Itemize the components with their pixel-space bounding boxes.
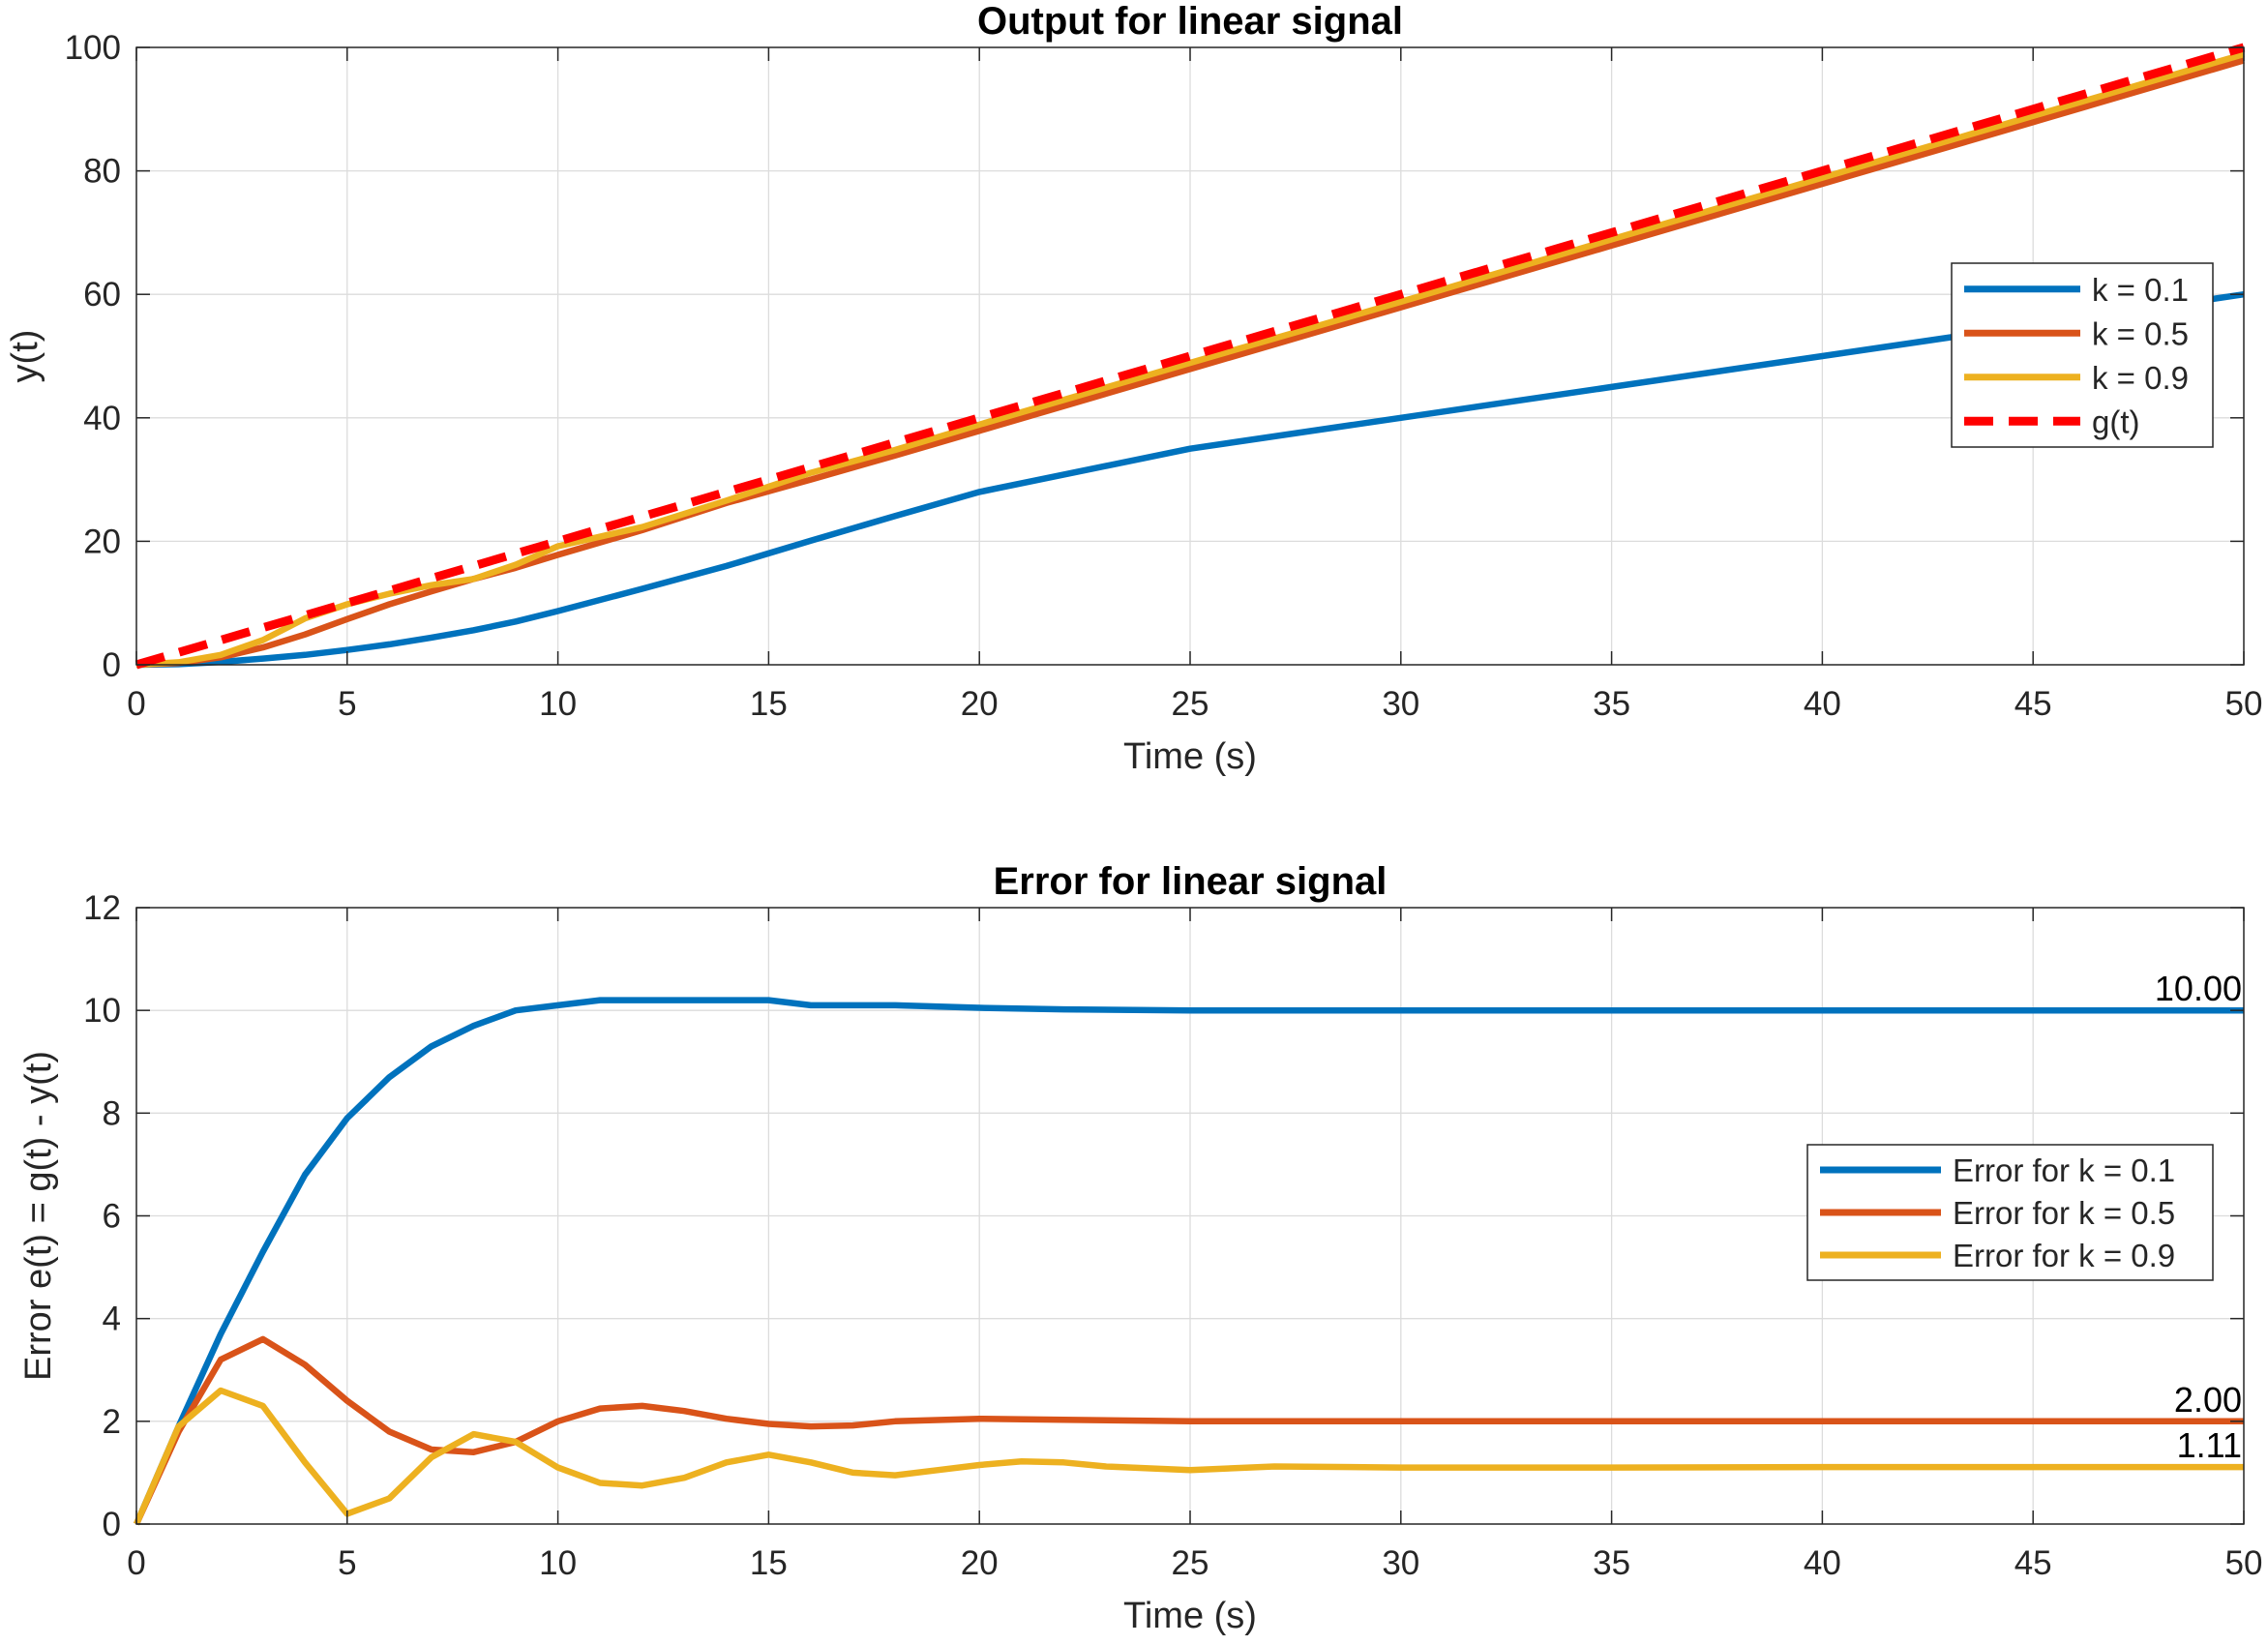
x-tick-label: 15: [750, 685, 788, 723]
y-tick-label: 8: [103, 1094, 121, 1132]
legend: k = 0.1 k = 0.5 k = 0.9 g(t): [1951, 262, 2214, 448]
y-axis-label: y(t): [5, 330, 45, 383]
y-tick-label: 80: [83, 153, 121, 191]
legend-label-1: Error for k = 0.1: [1953, 1152, 2175, 1188]
y-tick-label: 0: [103, 646, 121, 684]
x-tick-label: 40: [1804, 1544, 1841, 1582]
end-value-label: 10.00: [2155, 969, 2242, 1008]
x-tick-label: 25: [1172, 685, 1209, 723]
tick-marks: [135, 907, 2245, 1525]
y-tick-label: 2: [103, 1403, 121, 1441]
x-tick-label: 20: [961, 685, 999, 723]
x-tick-label: 45: [2014, 685, 2052, 723]
x-tick-label: 20: [961, 1544, 999, 1582]
series-line-4: [134, 43, 2246, 670]
x-axis-label: Time (s): [1123, 1596, 1257, 1636]
legend-label-1: k = 0.1: [2092, 272, 2189, 308]
grid: [136, 47, 2244, 665]
x-tick-label: 0: [127, 685, 145, 723]
series-line-2: [134, 1335, 2244, 1526]
x-axis-label: Time (s): [1123, 736, 1257, 777]
x-tick-label: 10: [539, 685, 577, 723]
x-tick-label: 35: [1593, 1544, 1630, 1582]
x-tick-label: 35: [1593, 685, 1630, 723]
legend-label-4: g(t): [2092, 404, 2140, 439]
y-tick-label: 10: [83, 992, 121, 1030]
y-tick-label: 12: [83, 889, 121, 927]
x-tick-label: 45: [2014, 1544, 2052, 1582]
series-line-1: [134, 997, 2244, 1526]
x-tick-label: 30: [1382, 1544, 1419, 1582]
y-tick-label: 6: [103, 1198, 121, 1236]
legend-label-3: k = 0.9: [2092, 360, 2189, 396]
legend-label-2: Error for k = 0.5: [1953, 1195, 2175, 1231]
y-tick-label: 40: [83, 400, 121, 437]
x-tick-label: 0: [127, 1544, 145, 1582]
y-tick-label: 60: [83, 276, 121, 314]
x-tick-label: 10: [539, 1544, 577, 1582]
end-value-label: 2.00: [2174, 1380, 2242, 1420]
x-tick-label: 5: [338, 1544, 356, 1582]
end-value-label: 1.11: [2177, 1425, 2242, 1465]
chart-panel-2: 0 5 10 15 20 25 30 35 40 45 50 0 2 4 6 8 10 12 Error for l…: [18, 860, 2262, 1636]
x-tick-label: 40: [1804, 685, 1841, 723]
x-tick-label: 25: [1172, 1544, 1209, 1582]
y-tick-label: 0: [103, 1506, 121, 1543]
x-tick-label: 30: [1382, 685, 1419, 723]
legend-box: [1951, 262, 2214, 448]
chart-panel-1: 0 5 10 15 20 25 30 35 40 45 50 0 20 40 60 80 100 Output f…: [5, 0, 2262, 777]
x-tick-label: 50: [2225, 685, 2263, 723]
chart-title: Error for linear signal: [994, 860, 1388, 903]
x-tick-label: 5: [338, 685, 356, 723]
series-line-3: [135, 50, 2245, 669]
legend-label-3: Error for k = 0.9: [1953, 1238, 2175, 1273]
legend-label-2: k = 0.5: [2092, 315, 2189, 351]
series-line-1: [135, 290, 2245, 669]
y-tick-label: 100: [65, 29, 121, 67]
x-tick-label: 15: [750, 1544, 788, 1582]
y-tick-label: 20: [83, 523, 121, 560]
chart-title: Output for linear signal: [977, 0, 1403, 43]
series-line-2: [135, 57, 2245, 669]
tick-marks: [135, 46, 2245, 666]
y-tick-label: 4: [103, 1301, 121, 1338]
legend: Error for k = 0.1 Error for k = 0.5 Error …: [1806, 1144, 2214, 1281]
y-axis-label: Error e(t) = g(t) - y(t): [18, 1051, 59, 1381]
x-tick-label: 50: [2225, 1544, 2263, 1582]
